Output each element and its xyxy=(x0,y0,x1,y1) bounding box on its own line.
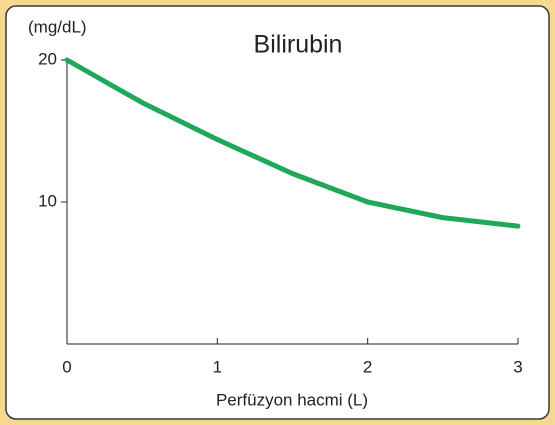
panel xyxy=(5,5,550,420)
chart-title: Bilirubin xyxy=(254,31,343,59)
x-axis-label: Perfüzyon hacmi (L) xyxy=(216,390,368,409)
y-axis-label: (mg/dL) xyxy=(28,17,87,36)
line xyxy=(64,57,521,229)
y-tick-label: 10 xyxy=(38,191,57,210)
x-tick-label: 2 xyxy=(363,357,372,376)
x-tick-label: 0 xyxy=(62,357,71,376)
y-tick-label: 20 xyxy=(38,49,57,68)
x-tick-label: 3 xyxy=(513,357,522,376)
x-tick-label: 1 xyxy=(213,357,222,376)
